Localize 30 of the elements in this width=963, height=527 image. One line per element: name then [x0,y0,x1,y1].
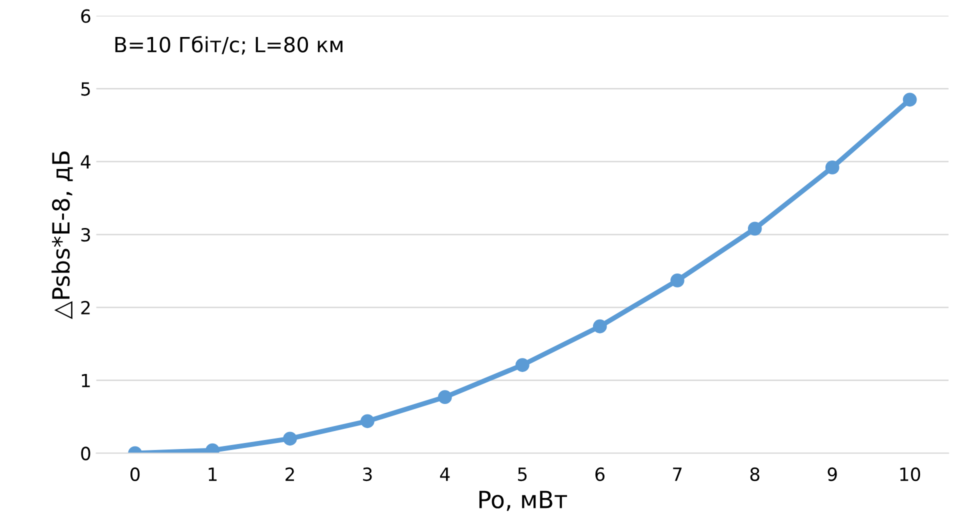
point [902,92,917,107]
annotation: B=10 Гбіт/с; L=80 км [115,36,342,55]
x-tick-label: 0 [130,467,140,482]
point [283,432,297,446]
point [670,274,684,288]
y-tick-label: 0 [81,446,90,460]
x-tick-label: 1 [208,468,217,481]
y-tick-label: 3 [81,228,90,242]
point [360,414,374,428]
point [825,160,840,174]
x-tick-label: 4 [440,468,450,481]
x-tick-label: 2 [286,467,294,481]
x-axis-title: Po, мВт [479,490,568,511]
x-tick-label: 9 [828,467,837,482]
x-tick-label: 8 [750,467,760,482]
y-axis-title: △Psbs*E-8, дБ [52,151,73,320]
y-tick-label: 1 [82,374,90,388]
y-tick-label: 2 [81,300,90,314]
point [438,390,452,404]
point [592,319,607,334]
x-tick-label: 7 [673,468,682,481]
x-tick-label: 6 [595,467,605,482]
x-tick-label: 5 [518,468,527,482]
x-tick-label: 10 [900,467,920,482]
y-tick-label: 4 [80,155,90,168]
y-tick-label: 5 [81,82,90,96]
x-tick-label: 3 [363,467,372,482]
point [515,358,530,372]
point [748,222,762,236]
y-tick-label: 6 [81,9,90,23]
